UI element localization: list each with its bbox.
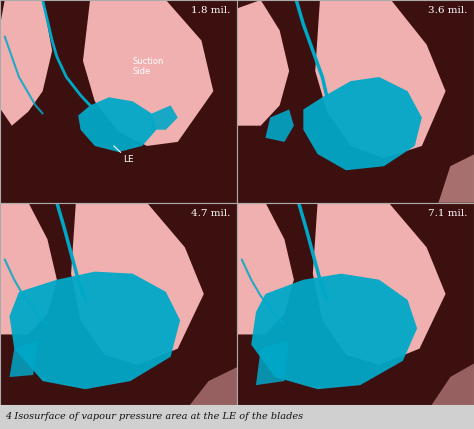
Polygon shape [0, 203, 57, 335]
Text: 7.1 mil.: 7.1 mil. [428, 209, 467, 218]
Polygon shape [303, 77, 422, 170]
Polygon shape [71, 203, 204, 365]
Polygon shape [232, 0, 289, 126]
Polygon shape [438, 152, 474, 203]
Polygon shape [9, 341, 38, 377]
Polygon shape [0, 0, 52, 126]
Polygon shape [313, 203, 446, 365]
Polygon shape [9, 272, 180, 389]
Polygon shape [78, 97, 156, 152]
Polygon shape [232, 203, 294, 335]
Text: Suction
Side: Suction Side [133, 57, 164, 76]
Polygon shape [152, 106, 178, 130]
Text: 4.7 mil.: 4.7 mil. [191, 209, 230, 218]
Polygon shape [256, 341, 289, 385]
Polygon shape [265, 109, 294, 142]
Text: 3.6 mil.: 3.6 mil. [428, 6, 467, 15]
Polygon shape [431, 361, 474, 405]
Polygon shape [190, 365, 242, 405]
Text: 1.8 mil.: 1.8 mil. [191, 6, 230, 15]
Polygon shape [315, 0, 446, 158]
Text: 4 Isosurface of vapour pressure area at the LE of the blades: 4 Isosurface of vapour pressure area at … [5, 411, 303, 420]
Polygon shape [251, 274, 417, 389]
Polygon shape [83, 0, 213, 146]
Text: LE: LE [114, 146, 134, 164]
